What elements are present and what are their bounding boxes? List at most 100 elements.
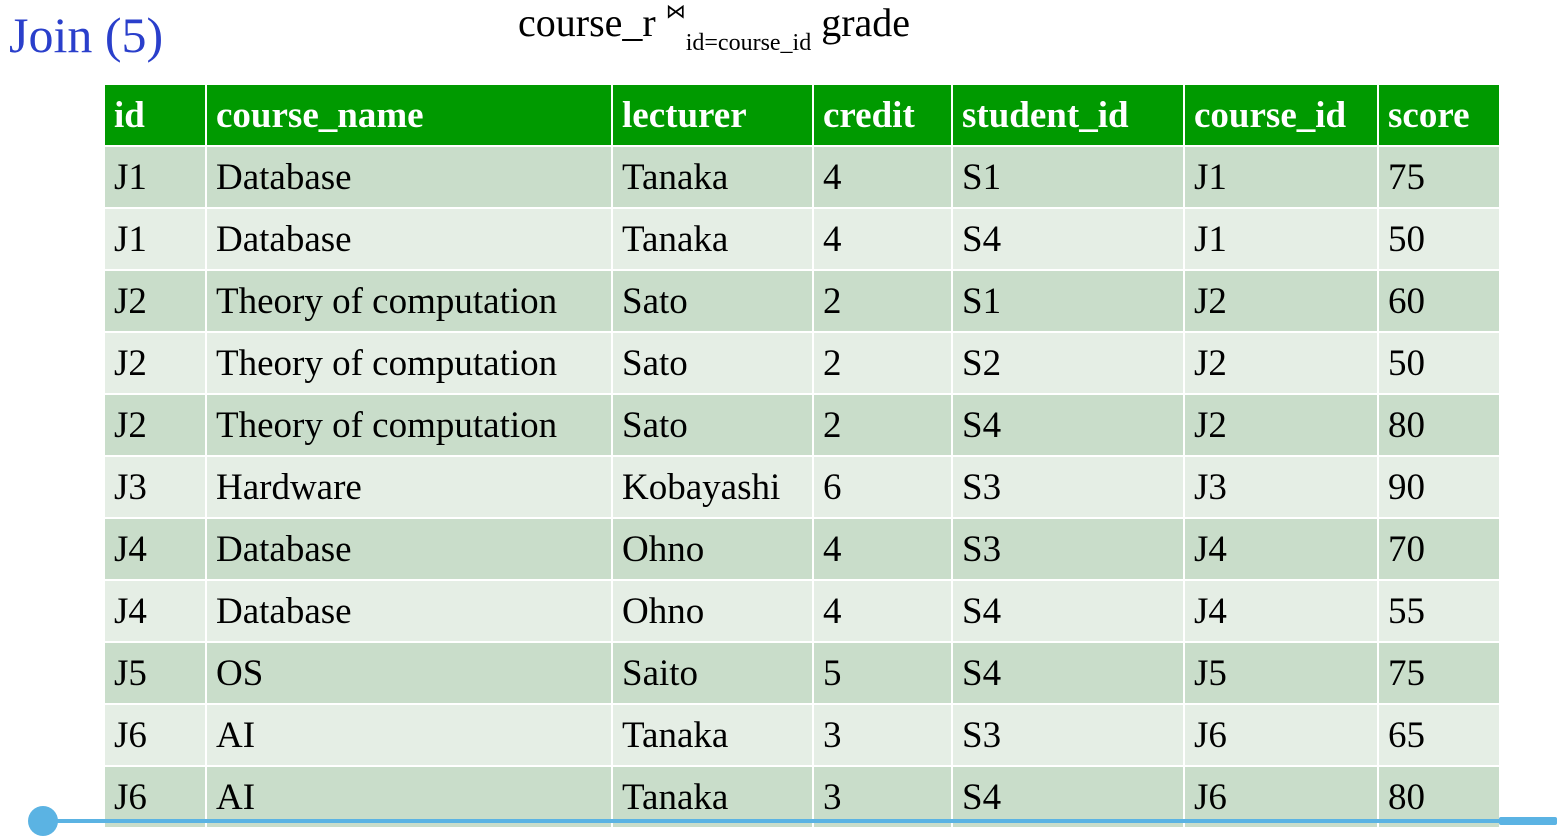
- column-header-course-name: course_name: [206, 85, 613, 147]
- column-header-id: id: [105, 85, 207, 147]
- formula-right-relation: grade: [821, 0, 911, 45]
- footer-accent-dot: [28, 806, 58, 836]
- cell-id: J3: [105, 456, 207, 519]
- cell-student-id: S4: [952, 580, 1185, 643]
- table-header-row: id course_name lecturer credit student_i…: [105, 85, 1499, 147]
- cell-student-id: S4: [952, 208, 1185, 271]
- cell-student-id: S3: [952, 518, 1185, 581]
- cell-credit: 5: [813, 642, 953, 705]
- cell-lecturer: Tanaka: [612, 208, 814, 271]
- table-row: J1 Database Tanaka 4 S4 J1 50: [105, 208, 1499, 271]
- cell-course-id: J2: [1184, 332, 1379, 395]
- table-row: J5 OS Saito 5 S4 J5 75: [105, 642, 1499, 705]
- table-row: J6 AI Tanaka 3 S4 J6 80: [105, 766, 1499, 829]
- formula-left-relation: course_r: [518, 0, 656, 45]
- cell-student-id: S4: [952, 394, 1185, 457]
- cell-id: J6: [105, 704, 207, 767]
- cell-credit: 4: [813, 146, 953, 209]
- cell-lecturer: Ohno: [612, 580, 814, 643]
- cell-lecturer: Sato: [612, 332, 814, 395]
- cell-score: 90: [1378, 456, 1499, 519]
- column-header-lecturer: lecturer: [612, 85, 814, 147]
- cell-score: 50: [1378, 332, 1499, 395]
- cell-course-name: Theory of computation: [206, 270, 613, 333]
- cell-student-id: S2: [952, 332, 1185, 395]
- cell-credit: 2: [813, 270, 953, 333]
- cell-course-id: J4: [1184, 580, 1379, 643]
- cell-course-name: Hardware: [206, 456, 613, 519]
- column-header-course-id: course_id: [1184, 85, 1379, 147]
- cell-score: 65: [1378, 704, 1499, 767]
- join-result-table: id course_name lecturer credit student_i…: [105, 85, 1499, 829]
- cell-course-id: J6: [1184, 766, 1379, 829]
- footer-accent-line: [40, 819, 1557, 823]
- table-row: J2 Theory of computation Sato 2 S2 J2 50: [105, 332, 1499, 395]
- table-row: J2 Theory of computation Sato 2 S1 J2 60: [105, 270, 1499, 333]
- cell-score: 60: [1378, 270, 1499, 333]
- table-row: J4 Database Ohno 4 S4 J4 55: [105, 580, 1499, 643]
- table-row: J6 AI Tanaka 3 S3 J6 65: [105, 704, 1499, 767]
- cell-id: J2: [105, 332, 207, 395]
- column-header-score: score: [1378, 85, 1499, 147]
- cell-lecturer: Saito: [612, 642, 814, 705]
- cell-credit: 3: [813, 704, 953, 767]
- cell-credit: 4: [813, 580, 953, 643]
- cell-course-name: Theory of computation: [206, 394, 613, 457]
- cell-course-name: AI: [206, 766, 613, 829]
- cell-score: 55: [1378, 580, 1499, 643]
- join-condition: id=course_id: [685, 30, 812, 56]
- cell-lecturer: Sato: [612, 270, 814, 333]
- cell-course-id: J3: [1184, 456, 1379, 519]
- cell-id: J2: [105, 270, 207, 333]
- cell-course-name: AI: [206, 704, 613, 767]
- cell-course-id: J6: [1184, 704, 1379, 767]
- cell-course-id: J2: [1184, 270, 1379, 333]
- cell-id: J2: [105, 394, 207, 457]
- cell-score: 80: [1378, 394, 1499, 457]
- cell-lecturer: Tanaka: [612, 146, 814, 209]
- table-row: J2 Theory of computation Sato 2 S4 J2 80: [105, 394, 1499, 457]
- cell-student-id: S4: [952, 766, 1185, 829]
- cell-lecturer: Ohno: [612, 518, 814, 581]
- cell-student-id: S4: [952, 642, 1185, 705]
- cell-score: 70: [1378, 518, 1499, 581]
- cell-lecturer: Tanaka: [612, 704, 814, 767]
- column-header-credit: credit: [813, 85, 953, 147]
- cell-course-name: Database: [206, 208, 613, 271]
- cell-score: 50: [1378, 208, 1499, 271]
- cell-student-id: S3: [952, 704, 1185, 767]
- cell-score: 75: [1378, 642, 1499, 705]
- cell-student-id: S1: [952, 270, 1185, 333]
- cell-credit: 2: [813, 332, 953, 395]
- cell-course-id: J4: [1184, 518, 1379, 581]
- cell-id: J4: [105, 518, 207, 581]
- cell-course-id: J1: [1184, 146, 1379, 209]
- cell-student-id: S3: [952, 456, 1185, 519]
- cell-id: J1: [105, 146, 207, 209]
- table-row: J4 Database Ohno 4 S3 J4 70: [105, 518, 1499, 581]
- cell-credit: 3: [813, 766, 953, 829]
- cell-lecturer: Sato: [612, 394, 814, 457]
- column-header-student-id: student_id: [952, 85, 1185, 147]
- table-row: J3 Hardware Kobayashi 6 S3 J3 90: [105, 456, 1499, 519]
- table-row: J1 Database Tanaka 4 S1 J1 75: [105, 146, 1499, 209]
- cell-credit: 4: [813, 518, 953, 581]
- cell-id: J1: [105, 208, 207, 271]
- cell-course-name: Database: [206, 518, 613, 581]
- cell-course-id: J1: [1184, 208, 1379, 271]
- cell-id: J6: [105, 766, 207, 829]
- join-formula: course_r ⋈ id=course_id grade: [518, 2, 910, 55]
- cell-course-id: J2: [1184, 394, 1379, 457]
- cell-credit: 4: [813, 208, 953, 271]
- cell-course-name: OS: [206, 642, 613, 705]
- cell-lecturer: Tanaka: [612, 766, 814, 829]
- cell-course-name: Theory of computation: [206, 332, 613, 395]
- cell-score: 75: [1378, 146, 1499, 209]
- join-operator-icon: ⋈: [665, 1, 686, 23]
- cell-course-name: Database: [206, 146, 613, 209]
- cell-id: J4: [105, 580, 207, 643]
- cell-course-id: J5: [1184, 642, 1379, 705]
- cell-score: 80: [1378, 766, 1499, 829]
- cell-credit: 6: [813, 456, 953, 519]
- cell-lecturer: Kobayashi: [612, 456, 814, 519]
